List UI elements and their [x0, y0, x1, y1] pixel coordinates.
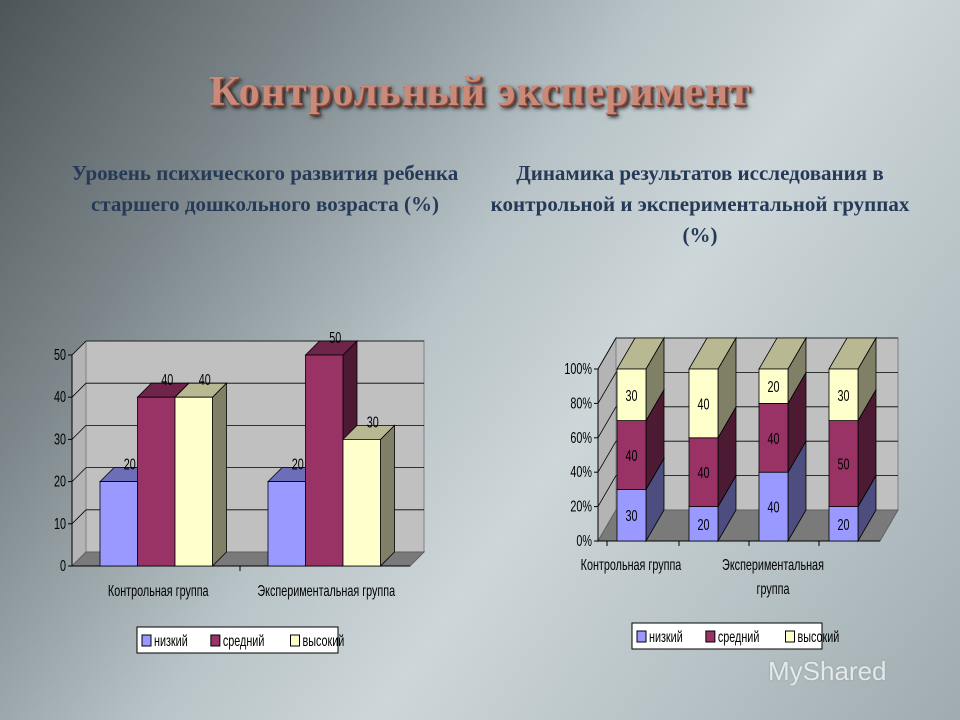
- chart1-gridline-side: [71, 382, 87, 398]
- chart2-bar-segment-front: [688, 368, 719, 439]
- chart1-bar-front: [267, 481, 306, 567]
- chart2-gridline-side: [597, 337, 617, 370]
- chart1-data-label: 20: [292, 456, 304, 473]
- chart2-ytick-label: 80%: [570, 394, 592, 411]
- chart2-data-label: 40: [697, 464, 709, 481]
- chart2-legend-label: высокий: [798, 628, 840, 645]
- chart1-bar-side: [380, 424, 395, 567]
- chart2-category-label: Экспериментальная: [722, 556, 824, 573]
- chart1-bar-front: [99, 481, 138, 567]
- chart2-ytick-label: 20%: [570, 498, 592, 515]
- chart1-data-label: 50: [329, 329, 341, 346]
- chart2-legend-label: низкий: [649, 628, 683, 645]
- chart1-bar-front: [174, 396, 213, 567]
- chart1-ytick-label: 50: [54, 346, 66, 363]
- chart1-category-label: Экспериментальная группа: [257, 582, 395, 599]
- chart2-data-label: 40: [767, 499, 779, 516]
- chart2-legend-swatch: [636, 630, 647, 643]
- chart1-legend: [136, 626, 339, 654]
- chart2-gridline-side: [597, 440, 617, 473]
- chart1-legend-swatch: [210, 634, 221, 647]
- chart1-legend-swatch: [141, 634, 152, 647]
- chart-2-title: Динамика результатов исследования в конт…: [490, 161, 910, 247]
- chart2-bar-segment-front: [758, 402, 789, 473]
- chart2-bar-segment-front: [616, 488, 647, 542]
- chart2-legend-swatch: [785, 630, 796, 643]
- chart1-gridline-side: [71, 425, 87, 440]
- chart1-ytick-label: 0: [60, 557, 66, 574]
- chart1-ytick-label: 30: [54, 430, 66, 447]
- chart1-bar-front: [342, 438, 381, 567]
- slide-title: Контрольный эксперимент: [209, 69, 751, 115]
- chart1-ytick-label: 20: [54, 473, 66, 490]
- chart2-ytick-label: 0%: [576, 532, 592, 549]
- chart1-bar: [174, 382, 228, 567]
- chart1-legend-label: высокий: [303, 632, 345, 649]
- chart1-legend-label: низкий: [154, 632, 188, 649]
- chart2-bar-segment: [758, 336, 807, 405]
- chart2-bar-segment-front: [616, 420, 647, 490]
- chart1-legend-swatch: [290, 634, 301, 647]
- chart2-gridline-side: [597, 406, 617, 439]
- chart2-data-label: 40: [625, 447, 637, 464]
- chart1-gridline-side: [71, 340, 87, 356]
- chart1-data-label: 40: [199, 371, 211, 388]
- chart2-gridline-side: [597, 372, 617, 404]
- chart1-data-label: 40: [161, 371, 173, 388]
- chart1-ytick-label: 10: [54, 515, 66, 532]
- watermark: MyShared: [768, 656, 887, 686]
- chart1-data-label: 30: [367, 413, 379, 430]
- chart1-data-label: 20: [124, 456, 136, 473]
- chart2-data-label: 30: [625, 387, 637, 404]
- chart2-bar-segment: [828, 336, 877, 423]
- chart2-data-label: 20: [837, 516, 849, 533]
- chart2-ytick-label: 60%: [570, 429, 592, 446]
- chart1-ytick-label: 40: [54, 388, 66, 405]
- chart1-bar: [342, 424, 396, 567]
- chart2-category-label: Контрольная группа: [581, 556, 682, 573]
- chart1-gridline-side: [71, 467, 87, 482]
- chart2-data-label: 30: [837, 387, 849, 404]
- chart2-bar-segment-front: [616, 368, 647, 421]
- chart2-category-label: группа: [757, 580, 790, 597]
- chart2-bar-segment-front: [758, 471, 789, 542]
- chart2-gridline-side: [597, 475, 617, 507]
- chart2-data-label: 20: [767, 378, 779, 395]
- chart1-bar-side: [212, 382, 227, 567]
- chart1-bar-front: [305, 354, 344, 567]
- chart2-bar-segment: [616, 336, 665, 423]
- chart2-data-label: 30: [625, 507, 637, 524]
- chart1-category-label: Контрольная группа: [108, 582, 209, 599]
- chart-1-title: Уровень психического развития ребенка ст…: [71, 161, 459, 216]
- chart1-side-wall: [71, 339, 87, 568]
- chart1-bar-front: [137, 396, 176, 567]
- chart2-side-wall: [597, 336, 617, 543]
- chart2-bar-segment: [688, 336, 737, 440]
- chart1-legend-label: средний: [223, 632, 265, 649]
- chart2-bar-segment-front: [828, 506, 859, 542]
- chart2-bar-segment-front: [758, 368, 789, 404]
- chart2-data-label: 40: [767, 430, 779, 447]
- chart2-legend-swatch: [705, 630, 716, 643]
- chart2-ytick-label: 40%: [570, 463, 592, 480]
- chart2-legend-label: средний: [718, 628, 760, 645]
- chart2-data-label: 40: [697, 395, 709, 412]
- chart2-data-label: 20: [697, 516, 709, 533]
- chart2-bar-segment-front: [828, 368, 859, 421]
- chart2-data-label: 50: [837, 456, 849, 473]
- chart2-bar-segment-front: [828, 420, 859, 508]
- chart1-gridline-side: [71, 509, 87, 525]
- chart2-ytick-label: 100%: [564, 360, 592, 377]
